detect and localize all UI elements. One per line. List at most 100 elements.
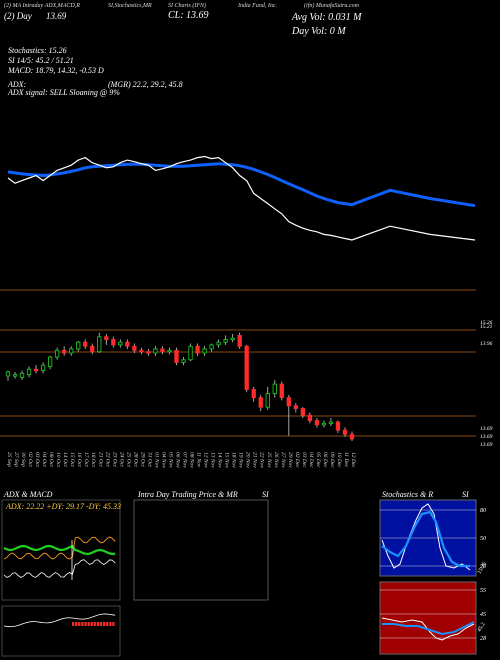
x-date-label: 26 Nov xyxy=(273,452,279,468)
x-date-label: 10 Oct xyxy=(55,452,61,467)
candle-down xyxy=(293,405,298,409)
x-date-label: 18 Oct xyxy=(90,452,96,467)
x-date-label: 04 Nov xyxy=(160,452,167,468)
macd-histogram-bar xyxy=(93,622,96,626)
x-date-label: 22 Nov xyxy=(259,452,265,468)
candle-up xyxy=(26,368,32,376)
header-title-right: SI Charts (IFN) xyxy=(168,3,206,9)
x-date-label: 27 Nov xyxy=(280,452,286,468)
candle-up xyxy=(328,421,334,424)
x-date-label: 04 Dec xyxy=(308,452,315,468)
intraday-panel-title: Intra Day Trading Price & MR xyxy=(138,490,238,499)
x-date-label: 01 Nov xyxy=(153,452,159,468)
intraday-panel-si: SI xyxy=(262,490,269,499)
x-date-label: 24 Oct xyxy=(118,452,125,467)
stochastics-readout: Stochastics: 15.26 xyxy=(8,46,67,55)
x-date-label: 05 Dec xyxy=(315,452,321,468)
x-date-label: 07 Nov xyxy=(182,452,188,468)
x-date-label: 13 Nov xyxy=(210,452,216,468)
avg-volume: Avg Vol: 0.031 M xyxy=(292,12,362,23)
candle-down xyxy=(286,397,291,407)
x-date-label: 18 Nov xyxy=(231,452,237,468)
x-date-label: 11 Nov xyxy=(196,452,202,468)
candle-up xyxy=(181,359,186,363)
macd-histogram-bar xyxy=(106,622,109,626)
candle-down xyxy=(342,429,348,435)
macd-histogram-bar xyxy=(90,622,93,626)
candle-up xyxy=(230,337,235,341)
candle-up xyxy=(223,339,228,343)
x-date-label: 25 Sep xyxy=(6,452,12,467)
candle-up xyxy=(216,341,221,346)
x-date-label: 14 Nov xyxy=(217,452,224,468)
adx-values: (MGR) 22.2, 29.2, 45.8 xyxy=(108,80,183,89)
x-date-label: 29 Nov xyxy=(287,452,293,468)
candle-up xyxy=(54,349,60,358)
candle-down xyxy=(33,368,39,372)
stoch-panel-si: SI xyxy=(462,490,469,499)
candle-up xyxy=(209,344,214,350)
x-date-label: 31 Oct xyxy=(146,451,152,467)
x-date-label: 22 Oct xyxy=(104,452,110,467)
candle-down xyxy=(244,345,249,390)
x-date-label: 08 Nov xyxy=(189,452,195,468)
rsi-ma-line xyxy=(382,621,475,636)
x-date-label: 21 Oct xyxy=(97,452,103,467)
candle-down xyxy=(160,348,165,353)
macd-histogram-bar xyxy=(96,622,99,626)
adx-panel-values: ADX: 22.22 +DY: 29.17 -DY: 45.33 xyxy=(6,502,122,511)
x-date-label: 14 Oct xyxy=(62,452,69,467)
header-close: CL: 13.69 xyxy=(168,10,209,21)
x-date-label: 05 Nov xyxy=(168,452,174,468)
stoch-tick: 50 xyxy=(480,536,486,542)
price-label: 15.26 xyxy=(480,320,493,326)
candle-up xyxy=(272,383,277,395)
x-date-label: 12 Dec xyxy=(350,452,356,468)
candle-up xyxy=(12,374,18,377)
macd-readout: MACD: 18.79, 14.32, -0.53 D xyxy=(8,66,104,75)
rsi-line xyxy=(381,617,475,641)
macd-histogram-bar xyxy=(81,622,84,626)
x-date-label: 25 Oct xyxy=(125,452,131,467)
candle-down xyxy=(83,341,88,347)
candle-down xyxy=(349,433,355,440)
macd-histogram-bar xyxy=(103,622,106,626)
x-date-label: 12 Nov xyxy=(203,452,209,468)
x-date-label: 08 Oct xyxy=(48,452,54,467)
candle-up xyxy=(321,422,327,426)
macd-histogram-bar xyxy=(75,622,78,626)
rsi-tick: 45 xyxy=(480,611,486,618)
macd-histogram-bar xyxy=(87,622,90,626)
day-volume: Day Vol: 0 M xyxy=(292,26,346,37)
candle-up xyxy=(76,341,81,350)
candle-down xyxy=(279,383,284,399)
x-date-label: 06 Dec xyxy=(322,452,328,468)
candle-down xyxy=(237,334,242,347)
candle-down xyxy=(335,421,341,431)
candle-up xyxy=(118,341,123,346)
stoch-k-line xyxy=(381,503,471,571)
candle-down xyxy=(251,389,256,399)
x-date-label: 28 Oct xyxy=(132,452,138,467)
header-day-value: 13.69 xyxy=(46,11,67,21)
candle-up xyxy=(5,371,11,377)
ma-line xyxy=(7,162,476,208)
candle-down xyxy=(132,345,137,351)
x-date-label: 15 Oct xyxy=(69,452,75,467)
macd-histogram-bar xyxy=(112,622,115,626)
adx-signal: ADX signal: SELL Sloaning @ 9% xyxy=(8,88,120,97)
candle-down xyxy=(195,345,200,354)
adx-line xyxy=(3,559,116,578)
price-label: 13.96 xyxy=(480,341,493,347)
x-date-label: 03 Oct xyxy=(34,452,40,467)
x-date-label: 20 Nov xyxy=(245,452,251,468)
candle-down xyxy=(314,420,320,426)
macd-line xyxy=(3,613,116,628)
header-day-label: (2) Day xyxy=(4,11,32,21)
header-company: India Fund, Inc. xyxy=(238,3,277,9)
candle-down xyxy=(146,351,151,354)
minus-di-line xyxy=(3,536,116,560)
x-date-label: 29 Oct xyxy=(139,452,145,467)
header-title-left: (2) MA Intraday ADX,MACD,R xyxy=(4,3,80,9)
x-date-label: 30 Sep xyxy=(20,451,26,467)
